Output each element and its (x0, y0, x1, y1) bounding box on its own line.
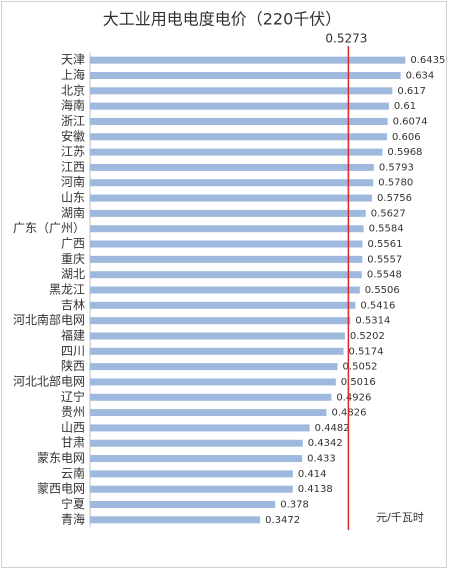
unit-label: 元/千瓦时 (376, 511, 424, 524)
value-label: 0.4138 (298, 484, 333, 495)
y-tick-label: 甘肃 (61, 436, 85, 450)
bar (90, 209, 366, 217)
value-label: 0.5627 (371, 208, 406, 219)
bar (90, 271, 362, 279)
y-tick-label: 重庆 (61, 252, 85, 266)
bar (90, 194, 373, 202)
value-label: 0.5584 (369, 224, 404, 235)
y-tick-label: 湖北 (61, 266, 85, 281)
bar (90, 409, 327, 417)
y-tick-label: 浙江 (61, 114, 85, 128)
value-label: 0.3472 (265, 515, 300, 526)
y-tick-label: 辽宁 (61, 389, 85, 404)
bar (90, 117, 388, 125)
bar (90, 255, 363, 263)
value-label: 0.5557 (367, 254, 402, 265)
bar (90, 133, 387, 141)
y-tick-label: 宁夏 (61, 496, 85, 511)
bar (90, 179, 374, 187)
y-tick-label: 江苏 (61, 145, 85, 159)
y-tick-label: 河北南部电网 (13, 312, 85, 327)
bar (90, 516, 261, 524)
bar (90, 317, 351, 325)
value-label: 0.5016 (341, 377, 376, 388)
y-tick-label: 湖南 (61, 205, 85, 220)
value-label: 0.414 (298, 469, 327, 480)
value-label: 0.4342 (308, 438, 343, 449)
value-label: 0.5314 (355, 316, 390, 327)
bar (90, 332, 345, 340)
bar (90, 148, 383, 156)
value-label: 0.6074 (393, 116, 428, 127)
y-tick-label: 蒙东电网 (37, 451, 85, 465)
y-tick-label: 河北北部电网 (13, 373, 85, 388)
y-tick-label: 青海 (61, 511, 85, 526)
y-tick-label: 广东（广州） (13, 221, 85, 235)
y-tick-label: 安徽 (61, 128, 85, 143)
value-label: 0.5548 (367, 270, 402, 281)
y-tick-label: 江西 (61, 160, 85, 174)
bar (90, 378, 336, 386)
bar (90, 363, 338, 371)
y-tick-label: 四川 (61, 344, 85, 358)
value-label: 0.378 (280, 500, 309, 511)
value-label: 0.5416 (360, 300, 395, 311)
value-label: 0.606 (392, 132, 421, 143)
y-tick-label: 山西 (61, 420, 85, 434)
y-tick-label: 海南 (61, 98, 85, 113)
value-label: 0.5780 (378, 178, 413, 189)
y-tick-label: 蒙西电网 (37, 482, 85, 496)
bar (90, 393, 332, 401)
value-label: 0.634 (406, 70, 435, 81)
y-tick-label: 天津 (61, 53, 85, 67)
y-tick-label: 黑龙江 (49, 283, 85, 297)
bar (90, 163, 374, 171)
bar (90, 225, 364, 233)
bar (90, 347, 344, 355)
bar (90, 424, 310, 432)
y-tick-label: 云南 (61, 465, 85, 480)
chart-title: 大工业用电电度电价（220千伏） (103, 10, 342, 29)
bar (90, 240, 363, 248)
value-label: 0.4926 (336, 392, 371, 403)
bar (90, 301, 356, 309)
bar (90, 87, 393, 95)
value-label: 0.4482 (315, 423, 350, 434)
value-label: 0.5561 (367, 239, 402, 250)
y-tick-label: 福建 (61, 327, 85, 342)
y-tick-label: 北京 (61, 83, 85, 97)
reference-label-bg (322, 30, 375, 46)
y-tick-label: 吉林 (61, 298, 85, 312)
bar (90, 56, 406, 64)
value-label: 0.617 (397, 86, 426, 97)
bar (90, 439, 303, 447)
value-label: 0.5968 (387, 147, 422, 158)
y-tick-label: 山东 (61, 191, 85, 205)
bar (90, 455, 303, 463)
y-tick-label: 上海 (61, 67, 85, 82)
y-tick-label: 贵州 (61, 405, 85, 419)
value-label: 0.61 (394, 101, 416, 112)
value-label: 0.6435 (410, 55, 445, 66)
y-tick-label: 陕西 (61, 358, 85, 373)
bar (90, 102, 389, 110)
bar (90, 71, 401, 79)
reference-label: 0.5273 (325, 32, 367, 46)
bar (90, 470, 293, 478)
value-label: 0.433 (307, 454, 336, 465)
y-tick-label: 河南 (61, 174, 85, 189)
value-label: 0.5506 (365, 285, 400, 296)
bar (90, 485, 293, 493)
value-label: 0.5756 (377, 193, 412, 204)
bar (90, 501, 276, 509)
value-label: 0.5052 (343, 362, 378, 373)
bar (90, 286, 360, 294)
value-label: 0.5793 (379, 162, 414, 173)
y-tick-label: 广西 (61, 237, 85, 251)
value-label: 0.5202 (350, 331, 385, 342)
value-label: 0.5174 (349, 346, 384, 357)
